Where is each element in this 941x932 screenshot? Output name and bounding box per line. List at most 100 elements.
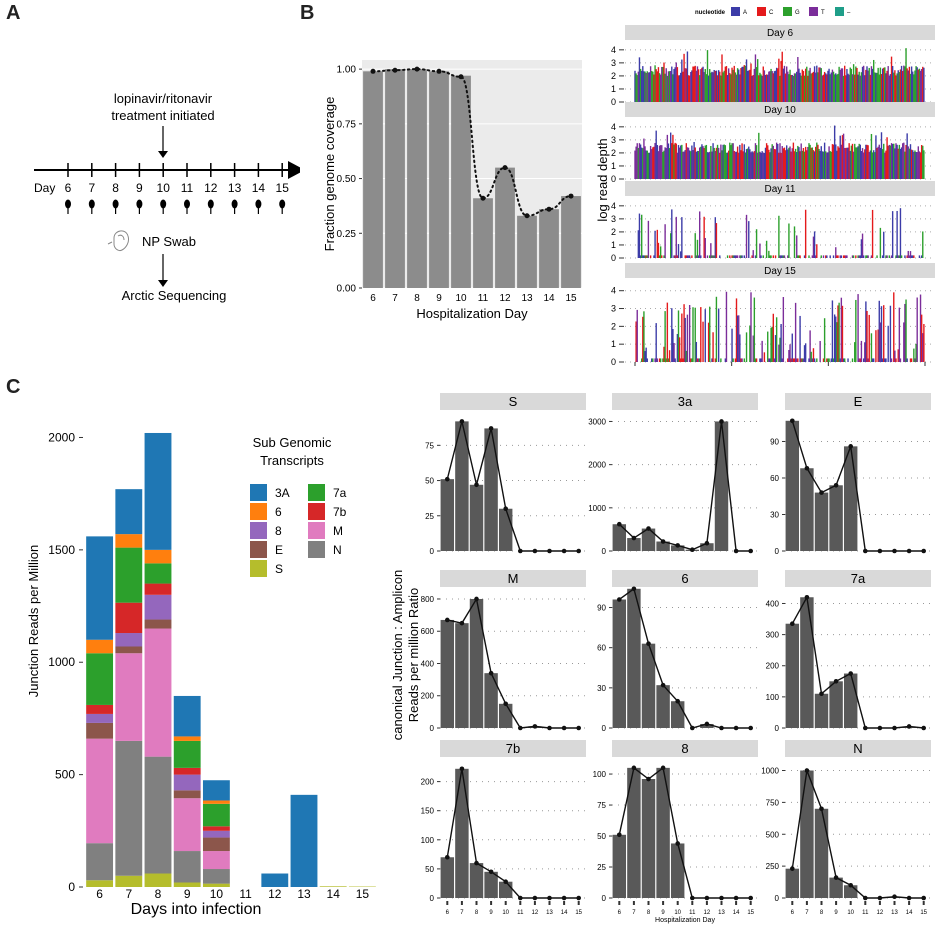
junction-bar-6 bbox=[115, 534, 143, 548]
facet-line bbox=[618, 421, 751, 552]
facet-point bbox=[719, 419, 724, 424]
facet-point bbox=[532, 724, 538, 729]
junction-legend-swatch bbox=[308, 503, 325, 520]
junction-bar-S bbox=[115, 875, 143, 887]
facet-point bbox=[503, 506, 508, 512]
facet-ytick-label: 500 bbox=[766, 830, 780, 839]
facet-xtick bbox=[908, 901, 911, 905]
facet-bar bbox=[484, 428, 498, 551]
junction-legend-swatch bbox=[308, 522, 325, 539]
timeline-day-7: 7 bbox=[88, 181, 95, 195]
facet-point bbox=[474, 482, 479, 488]
junction-xtick-label: 9 bbox=[184, 887, 191, 901]
facet-point bbox=[532, 895, 538, 901]
swab-marker bbox=[136, 199, 143, 209]
facet-ytick-label: 300 bbox=[766, 631, 780, 640]
facet-point bbox=[675, 543, 680, 548]
depth-facet-title: Day 11 bbox=[765, 184, 796, 195]
facet-xtick bbox=[533, 901, 536, 905]
depth-ytick-label: 2 bbox=[611, 148, 616, 158]
depth-ytick-label: 1 bbox=[611, 240, 616, 250]
junction-bar-7a bbox=[144, 563, 172, 584]
facet-ytick-label: 200 bbox=[766, 662, 780, 671]
nucleotide-legend-label: A bbox=[743, 10, 747, 16]
nucleotide-legend-swatch bbox=[783, 7, 792, 16]
junction-bar-8 bbox=[144, 594, 172, 620]
depth-ytick-label: 4 bbox=[611, 286, 616, 296]
facet-point bbox=[906, 548, 912, 554]
panel-letter-b: B bbox=[300, 2, 315, 24]
coverage-xtick-label: 6 bbox=[370, 293, 376, 304]
facet-bar bbox=[641, 528, 656, 551]
facet-ytick-label: 50 bbox=[425, 865, 434, 874]
facet-point bbox=[748, 548, 753, 554]
junction-ytick-label: 1500 bbox=[48, 543, 75, 557]
facet-point bbox=[445, 476, 450, 482]
facet-ytick-label: 400 bbox=[766, 599, 780, 608]
junction-bar-8 bbox=[202, 830, 230, 838]
read-depth-chart: nucleotide A C G T – Day 6 0 1 2 3 4 Day 10 0 1 2 3 4 Da… bbox=[595, 7, 940, 368]
depth-xtick-label: 20000 bbox=[813, 367, 844, 368]
facet-xtick-label: 7 bbox=[632, 910, 636, 916]
junction-legend-label: 6 bbox=[275, 505, 282, 519]
facet-title: M bbox=[508, 571, 519, 586]
facet-point bbox=[488, 426, 494, 431]
depth-xtick-label: 0 bbox=[632, 367, 638, 368]
facet-xtick bbox=[676, 901, 679, 905]
facet-xtick-label: 7 bbox=[460, 910, 464, 916]
facet-point bbox=[892, 548, 897, 554]
facet-bar bbox=[714, 421, 729, 551]
facet-point bbox=[532, 548, 538, 554]
junction-bar-7a bbox=[115, 547, 143, 603]
facet-bar bbox=[484, 871, 498, 898]
junction-bar-E bbox=[173, 790, 201, 799]
facet-xtick bbox=[705, 901, 708, 905]
facet-ytick-label: 250 bbox=[766, 862, 780, 871]
junction-legend-label: 8 bbox=[275, 524, 282, 538]
facet-point bbox=[646, 776, 651, 782]
facet-xtick-label: 12 bbox=[532, 910, 539, 916]
facet-bar bbox=[814, 492, 829, 551]
facet-ytick-label: 0 bbox=[430, 724, 435, 733]
facet-line bbox=[618, 587, 751, 729]
facet-point bbox=[790, 621, 795, 627]
depth-ytick-label: 4 bbox=[611, 201, 616, 211]
junction-legend-label: 3A bbox=[275, 486, 290, 500]
junction-legend-swatch bbox=[250, 541, 267, 558]
nucleotide-legend-label: T bbox=[821, 10, 825, 16]
facet-bar bbox=[469, 484, 484, 551]
depth-ytick-label: 1 bbox=[611, 161, 616, 171]
junction-bar-3A bbox=[144, 432, 172, 550]
facet-bar bbox=[440, 619, 455, 728]
facet-ytick-label: 90 bbox=[597, 604, 606, 613]
facet-xtick-label: 12 bbox=[704, 910, 711, 916]
junction-xtick-label: 13 bbox=[297, 887, 311, 901]
facet-ytick-label: 75 bbox=[425, 441, 434, 450]
facet-xtick bbox=[849, 901, 852, 905]
coverage-xtick-label: 13 bbox=[521, 293, 533, 304]
facet-point bbox=[660, 539, 666, 544]
junction-bar-8 bbox=[173, 774, 201, 791]
facet-point bbox=[631, 586, 637, 592]
depth-ytick-label: 3 bbox=[611, 304, 616, 314]
facet-bar bbox=[670, 701, 685, 728]
swab-marker bbox=[112, 199, 119, 209]
coverage-xtick-label: 12 bbox=[499, 293, 511, 304]
junction-bar-S bbox=[86, 880, 114, 887]
facet-point bbox=[459, 419, 465, 424]
facet-strip bbox=[612, 570, 758, 587]
facet-point bbox=[576, 548, 581, 554]
treatment-arrowhead bbox=[158, 151, 168, 158]
facet-ylabel-2: Reads per million Ratio bbox=[406, 588, 421, 722]
swab-marker bbox=[184, 199, 190, 209]
facet-xtick bbox=[893, 901, 896, 905]
nucleotide-legend-swatch bbox=[757, 7, 766, 16]
facet-ytick-label: 60 bbox=[597, 644, 606, 653]
depth-ytick-label: 2 bbox=[611, 71, 616, 81]
facet-point bbox=[547, 895, 552, 901]
facet-point bbox=[921, 895, 926, 901]
junction-bar-S bbox=[173, 882, 201, 887]
facet-ytick-label: 75 bbox=[597, 801, 606, 810]
junction-legend-title-1: Sub Genomic bbox=[253, 435, 332, 450]
facet-xtick-label: 10 bbox=[502, 910, 509, 916]
